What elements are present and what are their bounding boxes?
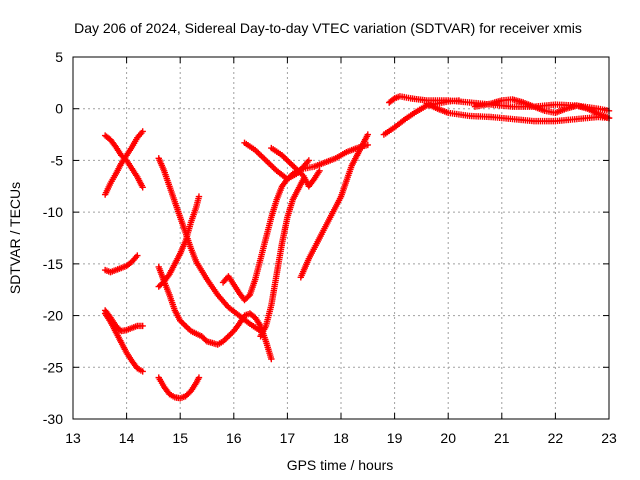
data-point bbox=[265, 160, 273, 167]
data-point bbox=[255, 149, 262, 157]
grid-layer bbox=[73, 57, 609, 419]
data-point bbox=[316, 167, 323, 174]
plot-frame bbox=[72, 56, 610, 420]
data-point bbox=[305, 157, 313, 164]
x-tick-label: 18 bbox=[333, 430, 349, 446]
data-point bbox=[134, 252, 141, 259]
data-point bbox=[183, 323, 190, 330]
data-point bbox=[261, 155, 268, 163]
x-axis-label: GPS time / hours bbox=[287, 457, 394, 473]
x-tick-label: 17 bbox=[280, 430, 296, 446]
data-point bbox=[267, 161, 274, 169]
y-axis-label: SDTVAR / TECUs bbox=[7, 182, 23, 294]
data-point bbox=[256, 151, 264, 158]
data-point bbox=[227, 330, 234, 338]
data-point bbox=[268, 163, 276, 170]
x-tick-label: 23 bbox=[601, 430, 617, 446]
data-point bbox=[184, 324, 192, 332]
data-point bbox=[283, 156, 290, 163]
y-tick-label: -10 bbox=[43, 204, 63, 220]
data-point bbox=[139, 184, 146, 191]
data-point bbox=[364, 131, 371, 138]
y-tick-label: -30 bbox=[43, 411, 63, 427]
data-point bbox=[364, 141, 371, 149]
chart-title: Day 206 of 2024, Sidereal Day-to-day VTE… bbox=[74, 20, 582, 36]
data-point bbox=[268, 355, 275, 363]
x-tick-label: 19 bbox=[387, 430, 403, 446]
data-point bbox=[288, 160, 295, 168]
data-point bbox=[226, 332, 233, 339]
data-marks bbox=[101, 93, 613, 402]
data-point bbox=[139, 322, 146, 330]
data-point bbox=[139, 128, 146, 135]
data-point bbox=[258, 152, 265, 160]
x-tick-label: 14 bbox=[119, 430, 135, 446]
data-point bbox=[284, 157, 292, 165]
data-point bbox=[281, 155, 289, 162]
x-tick-label: 21 bbox=[494, 430, 510, 446]
data-point bbox=[224, 333, 231, 341]
data-point bbox=[264, 158, 271, 166]
y-tick-label: -25 bbox=[43, 359, 63, 375]
data-point bbox=[195, 374, 203, 381]
y-tick-label: -5 bbox=[51, 152, 64, 168]
x-tick-label: 13 bbox=[65, 430, 81, 446]
data-point bbox=[289, 162, 296, 169]
data-point bbox=[286, 159, 293, 166]
data-point bbox=[259, 154, 267, 161]
data-point bbox=[181, 321, 188, 329]
y-tick-label: -20 bbox=[43, 308, 63, 324]
x-tick-label: 16 bbox=[226, 430, 242, 446]
data-point bbox=[270, 164, 277, 172]
data-point bbox=[222, 335, 230, 342]
data-point bbox=[262, 157, 270, 164]
data-point bbox=[195, 193, 203, 200]
y-tick-label: 0 bbox=[55, 101, 63, 117]
data-point bbox=[245, 292, 252, 300]
y-tick-label: -15 bbox=[43, 256, 63, 272]
y-tick-label: 5 bbox=[55, 49, 63, 65]
x-tick-label: 15 bbox=[172, 430, 188, 446]
data-point bbox=[139, 368, 146, 375]
data-point bbox=[180, 320, 187, 327]
x-tick-label: 22 bbox=[548, 430, 564, 446]
tick-layer: 13 14 15 16 17 18 19 20 21 22 23 -30 -25 -20 -15 -10 -5 0… bbox=[43, 49, 617, 446]
x-tick-label: 20 bbox=[440, 430, 456, 446]
